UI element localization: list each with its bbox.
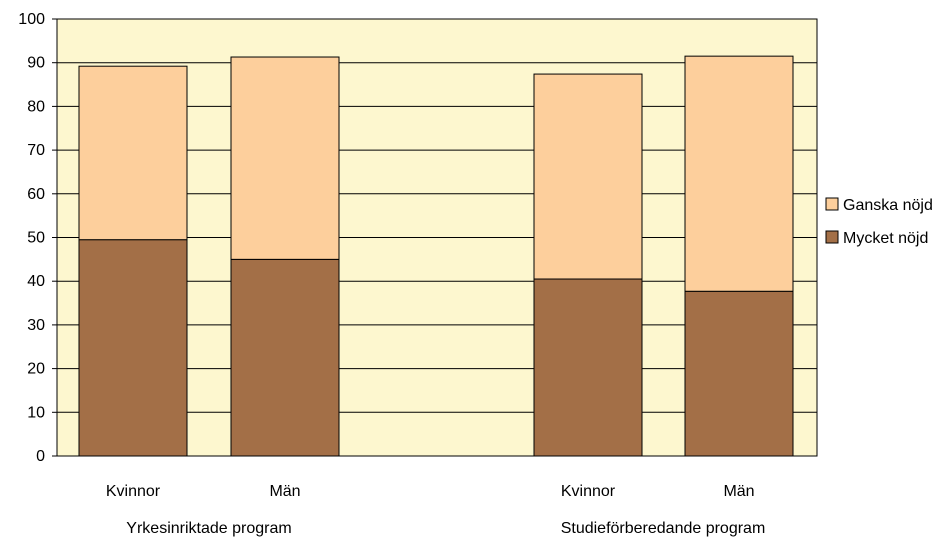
bar-mycket-nojd bbox=[533, 278, 643, 457]
legend-label: Ganska nöjd bbox=[843, 197, 933, 214]
y-tick-label: 30 bbox=[27, 317, 45, 334]
bar-ganska-nojd bbox=[533, 73, 643, 280]
y-tick-label: 10 bbox=[27, 404, 45, 421]
legend-swatch bbox=[825, 230, 839, 244]
bar-mycket-nojd bbox=[230, 258, 340, 457]
y-tick-label: 70 bbox=[27, 142, 45, 159]
x-axis-labels: Kvinnor Män Kvinnor Män Yrkesinriktade progr… bbox=[106, 483, 765, 537]
group-label: Studieförberedande program bbox=[561, 520, 766, 537]
category-label: Kvinnor bbox=[106, 483, 161, 500]
y-tick-label: 20 bbox=[27, 361, 45, 378]
category-label: Män bbox=[723, 483, 754, 500]
category-label: Kvinnor bbox=[561, 483, 616, 500]
y-tick-label: 60 bbox=[27, 186, 45, 203]
bar-ganska-nojd bbox=[78, 65, 188, 241]
y-tick-label: 100 bbox=[18, 11, 45, 28]
group-label: Yrkesinriktade program bbox=[126, 520, 291, 537]
y-tick-label: 50 bbox=[27, 230, 45, 247]
y-tick-label: 90 bbox=[27, 55, 45, 72]
legend: Ganska nöjd Mycket nöjd bbox=[825, 197, 933, 247]
y-tick-label: 80 bbox=[27, 98, 45, 115]
y-tick-label: 40 bbox=[27, 273, 45, 290]
category-label: Män bbox=[269, 483, 300, 500]
bar-mycket-nojd bbox=[78, 239, 188, 457]
bar-ganska-nojd bbox=[230, 56, 340, 260]
bar-ganska-nojd bbox=[684, 55, 794, 292]
bars bbox=[78, 55, 794, 457]
legend-swatch bbox=[825, 197, 839, 211]
y-axis: 0 10 20 30 40 50 60 70 80 90 100 bbox=[18, 11, 57, 465]
bar-mycket-nojd bbox=[684, 290, 794, 457]
legend-label: Mycket nöjd bbox=[843, 230, 928, 247]
y-tick-label: 0 bbox=[36, 448, 45, 465]
